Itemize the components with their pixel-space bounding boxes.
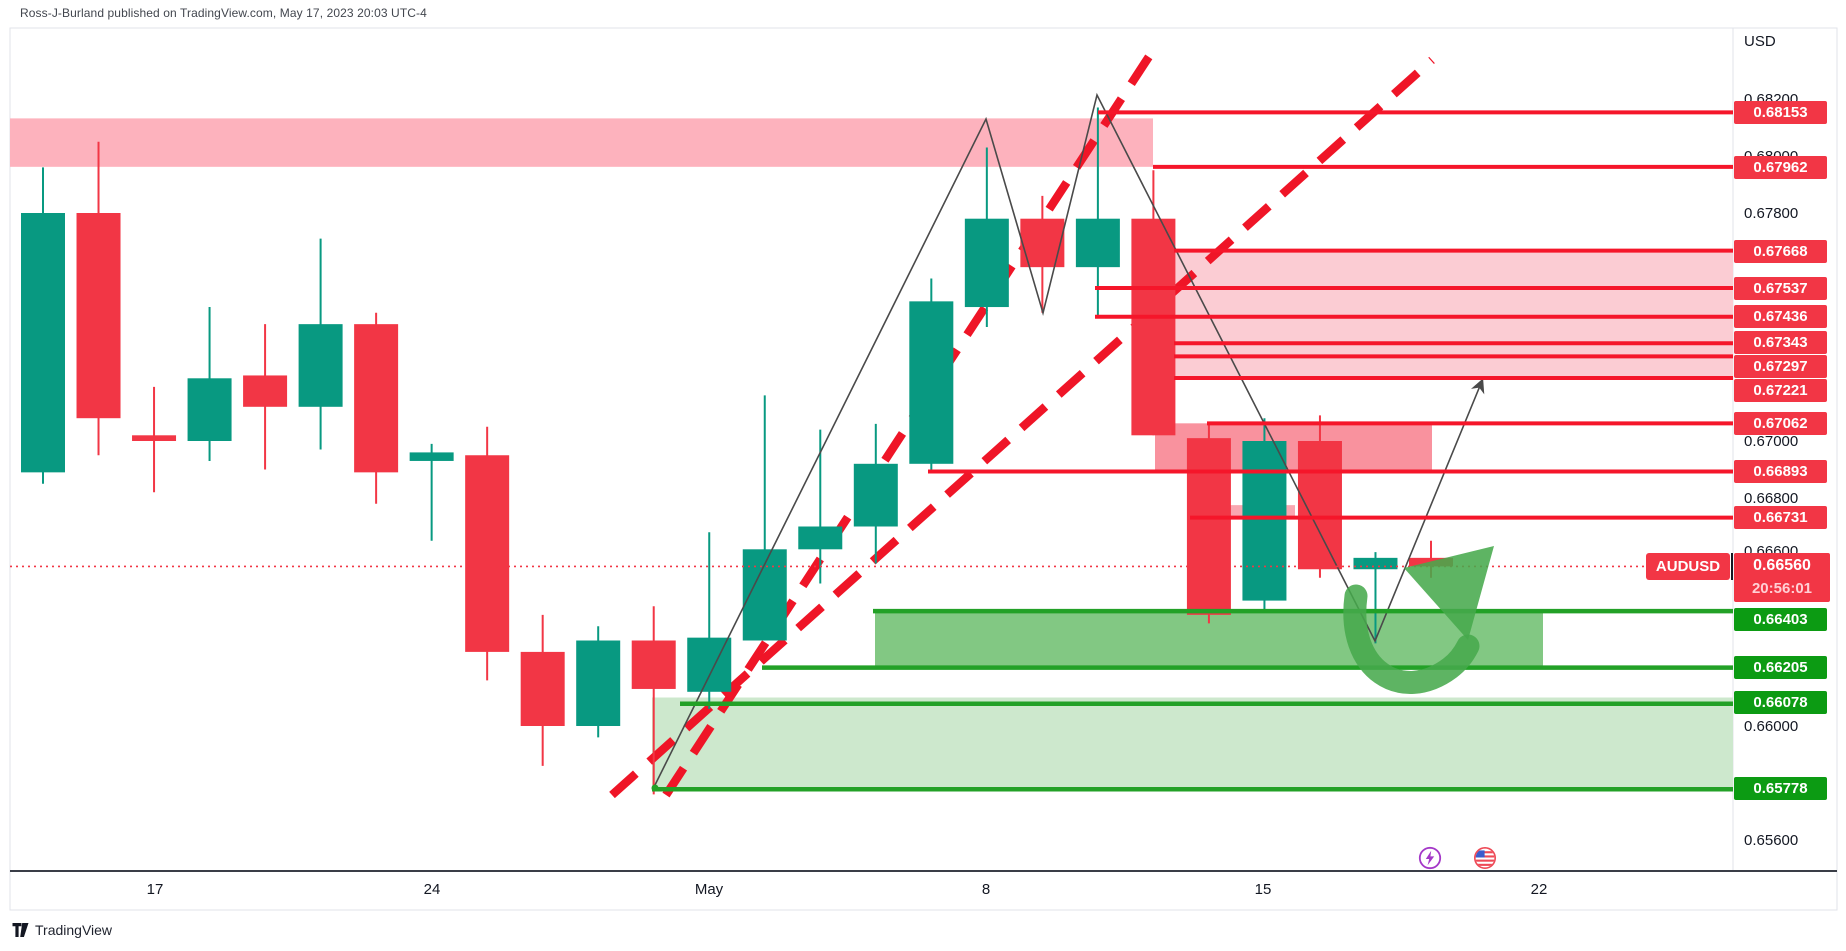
candle-body [187,378,232,441]
demand-zone-lower [652,697,1733,790]
time-axis-label: 22 [1530,881,1548,898]
price-axis-tick: 0.66000 [1744,718,1799,735]
price-axis-tick: 0.65600 [1744,832,1799,849]
curved-arrow-head [1404,546,1494,640]
time-axis-label: 17 [146,881,164,898]
candle-body [1353,557,1398,570]
candle-body [964,218,1009,308]
publish-banner-text: Ross-J-Burland published on TradingView.… [20,6,427,20]
support-price-label: 0.66078 [1734,690,1827,714]
tradingview-logo[interactable]: TradingView [12,922,112,938]
candle-body [1297,441,1342,570]
candle-body [354,324,399,473]
dashed-trendline-2 [609,56,1435,799]
candle-body [76,213,121,419]
price-axis-tick: 0.67800 [1744,205,1799,222]
chart-frame-border [9,27,1838,911]
time-axis-label: 8 [981,881,991,898]
resistance-price-label: 0.67221 [1734,378,1827,402]
resistance-price-label: 0.66893 [1734,459,1827,483]
candle-body [298,324,343,407]
tradingview-logo-text: TradingView [35,922,113,938]
time-axis-label: 24 [423,881,441,898]
curved-arrow-tail [1343,584,1480,694]
supply-zone-striped [1174,250,1733,379]
candle-body [1242,441,1287,601]
candle-body [909,301,954,464]
candle-body [243,375,288,407]
resistance-price-label: 0.67062 [1734,411,1827,435]
candle-countdown-timer: 20:56:01 [1751,580,1813,597]
resistance-price-label: 0.68153 [1734,100,1827,124]
candle-body [409,452,454,461]
resistance-price-label: 0.66731 [1734,505,1827,529]
resistance-price-label: 0.67343 [1734,330,1827,354]
candle-body [576,640,621,726]
us-flag-event-icon[interactable] [1473,846,1497,870]
zigzag-annotation [654,92,1485,786]
time-axis[interactable] [10,872,1837,910]
time-axis-label: May [694,881,724,898]
trend-origin-dot [651,784,659,792]
candle-body [21,213,65,473]
price-axis-tick: 0.66800 [1744,490,1799,507]
support-price-label: 0.66403 [1734,607,1827,631]
candle-body [798,526,843,550]
lightning-event-icon[interactable] [1418,846,1442,870]
support-price-label: 0.65778 [1734,776,1827,800]
candle-body [853,463,898,527]
candle-body [1075,218,1120,268]
price-axis-tick-mark [1731,553,1733,580]
time-axis-label: 15 [1254,881,1272,898]
candle-body [631,640,676,689]
support-price-label: 0.66205 [1734,655,1827,679]
resistance-price-label: 0.67668 [1734,239,1827,263]
resistance-price-label: 0.67537 [1734,276,1827,300]
resistance-price-label: 0.67962 [1734,155,1827,179]
quote-currency-label: USD [1744,33,1776,50]
current-price-label: 0.66560 20:56:01 [1734,553,1830,602]
candle-body [132,435,177,441]
symbol-price-flag: AUDUSD [1646,553,1730,580]
candle-body [1186,438,1231,615]
publish-banner: Ross-J-Burland published on TradingView.… [0,0,1846,28]
tradingview-logo-icon [12,923,29,937]
supply-zone-top [10,118,1153,167]
candle-body [465,455,510,652]
resistance-price-label: 0.67436 [1734,304,1827,328]
candle-body [1131,218,1176,436]
price-axis-tick: 0.67000 [1744,433,1799,450]
resistance-price-label: 0.67297 [1734,354,1827,378]
current-price-value: 0.66560 [1753,557,1811,574]
candle-body [520,651,565,726]
